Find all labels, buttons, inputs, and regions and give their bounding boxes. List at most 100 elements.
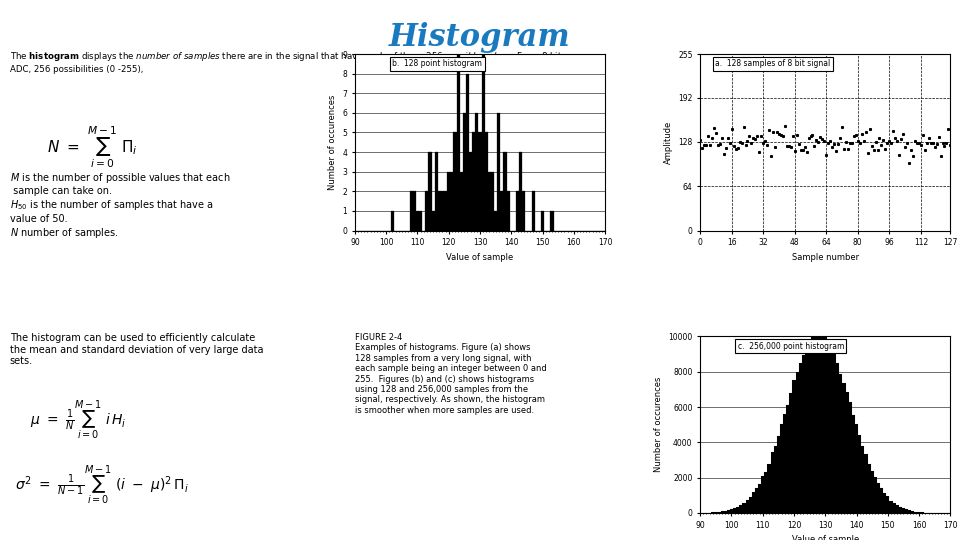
Bar: [858, 435, 861, 513]
Bar: [416, 211, 419, 231]
Bar: [905, 509, 908, 513]
Bar: [786, 406, 789, 513]
Bar: [413, 191, 416, 231]
Text: a.  128 samples of 8 bit signal: a. 128 samples of 8 bit signal: [715, 59, 830, 68]
Bar: [453, 132, 457, 231]
Bar: [758, 484, 761, 513]
Text: The histogram can be used to efficiently calculate
the mean and standard deviati: The histogram can be used to efficiently…: [10, 333, 263, 366]
X-axis label: Value of sample: Value of sample: [792, 535, 859, 540]
Bar: [899, 507, 902, 513]
Bar: [425, 191, 428, 231]
Bar: [438, 191, 441, 231]
Bar: [428, 152, 432, 231]
Text: b.  128 point histogram: b. 128 point histogram: [393, 59, 482, 68]
Bar: [852, 415, 855, 513]
Bar: [855, 424, 858, 513]
Bar: [391, 211, 394, 231]
Bar: [522, 191, 525, 231]
Bar: [441, 191, 444, 231]
Text: $M$ is the number of possible values that each
 sample can take on.
$H_{50}$ is : $M$ is the number of possible values tha…: [10, 171, 230, 240]
Bar: [752, 492, 755, 513]
Bar: [503, 152, 507, 231]
Bar: [457, 54, 460, 231]
Bar: [432, 211, 435, 231]
Bar: [811, 336, 814, 513]
Bar: [727, 510, 730, 513]
Bar: [730, 509, 733, 513]
Bar: [450, 172, 453, 231]
Bar: [736, 507, 739, 513]
Bar: [550, 211, 554, 231]
Bar: [896, 505, 899, 513]
Bar: [519, 152, 522, 231]
Bar: [818, 333, 821, 513]
Bar: [485, 132, 488, 231]
Bar: [507, 191, 510, 231]
Bar: [491, 172, 494, 231]
Bar: [447, 172, 450, 231]
Bar: [497, 113, 500, 231]
Bar: [821, 334, 824, 513]
Bar: [839, 374, 843, 513]
Bar: [500, 191, 503, 231]
Bar: [876, 483, 880, 513]
Bar: [889, 501, 893, 513]
Text: Histogram: Histogram: [389, 22, 571, 52]
Bar: [830, 347, 833, 513]
Bar: [478, 132, 482, 231]
Bar: [724, 511, 727, 513]
Bar: [777, 436, 780, 513]
Bar: [880, 488, 883, 513]
Bar: [755, 488, 758, 513]
Bar: [883, 493, 886, 513]
Text: c.  256,000 point histogram: c. 256,000 point histogram: [737, 342, 844, 351]
Bar: [849, 402, 852, 513]
Bar: [472, 132, 475, 231]
Bar: [799, 363, 802, 513]
Bar: [435, 152, 438, 231]
Bar: [868, 463, 871, 513]
Text: $N\ =\ \sum_{i=0}^{M-1}\ \Pi_i$: $N\ =\ \sum_{i=0}^{M-1}\ \Pi_i$: [47, 125, 137, 170]
Bar: [767, 464, 771, 513]
Bar: [739, 505, 742, 513]
Bar: [460, 172, 463, 231]
Bar: [874, 477, 876, 513]
Bar: [764, 472, 767, 513]
Y-axis label: Amplitude: Amplitude: [663, 120, 673, 164]
Bar: [861, 446, 864, 513]
X-axis label: Sample number: Sample number: [792, 253, 859, 262]
Bar: [771, 453, 774, 513]
Text: The $\bf{histogram}$ displays the $\mathit{number\ of\ samples}$ there are in th: The $\bf{histogram}$ displays the $\math…: [10, 50, 562, 74]
Bar: [808, 340, 811, 513]
Bar: [921, 512, 924, 513]
Bar: [814, 335, 818, 513]
Bar: [915, 512, 918, 513]
Bar: [908, 510, 911, 513]
Bar: [444, 191, 447, 231]
Bar: [541, 211, 544, 231]
Bar: [774, 446, 777, 513]
Text: FIGURE 2-4
Examples of histograms. Figure (a) shows
128 samples from a very long: FIGURE 2-4 Examples of histograms. Figur…: [355, 333, 546, 415]
X-axis label: Value of sample: Value of sample: [446, 253, 514, 262]
Bar: [893, 503, 896, 513]
Bar: [783, 414, 786, 513]
Bar: [789, 393, 792, 513]
Bar: [733, 508, 736, 513]
Bar: [843, 383, 846, 513]
Bar: [918, 512, 921, 513]
Bar: [864, 454, 868, 513]
Bar: [902, 508, 905, 513]
Y-axis label: Number of occurences: Number of occurences: [654, 377, 662, 472]
Bar: [746, 500, 749, 513]
Bar: [488, 172, 491, 231]
Bar: [833, 352, 836, 513]
Bar: [749, 497, 752, 513]
Bar: [742, 503, 746, 513]
Bar: [780, 424, 783, 513]
Bar: [721, 511, 724, 513]
Bar: [911, 511, 915, 513]
Text: $\sigma^2\ =\ \frac{1}{N-1}\sum_{i=0}^{M-1}\ (i\ -\ \mu)^2\,\Pi_i$: $\sigma^2\ =\ \frac{1}{N-1}\sum_{i=0}^{M…: [14, 463, 188, 508]
Bar: [802, 355, 805, 513]
Bar: [824, 337, 827, 513]
Bar: [846, 393, 849, 513]
